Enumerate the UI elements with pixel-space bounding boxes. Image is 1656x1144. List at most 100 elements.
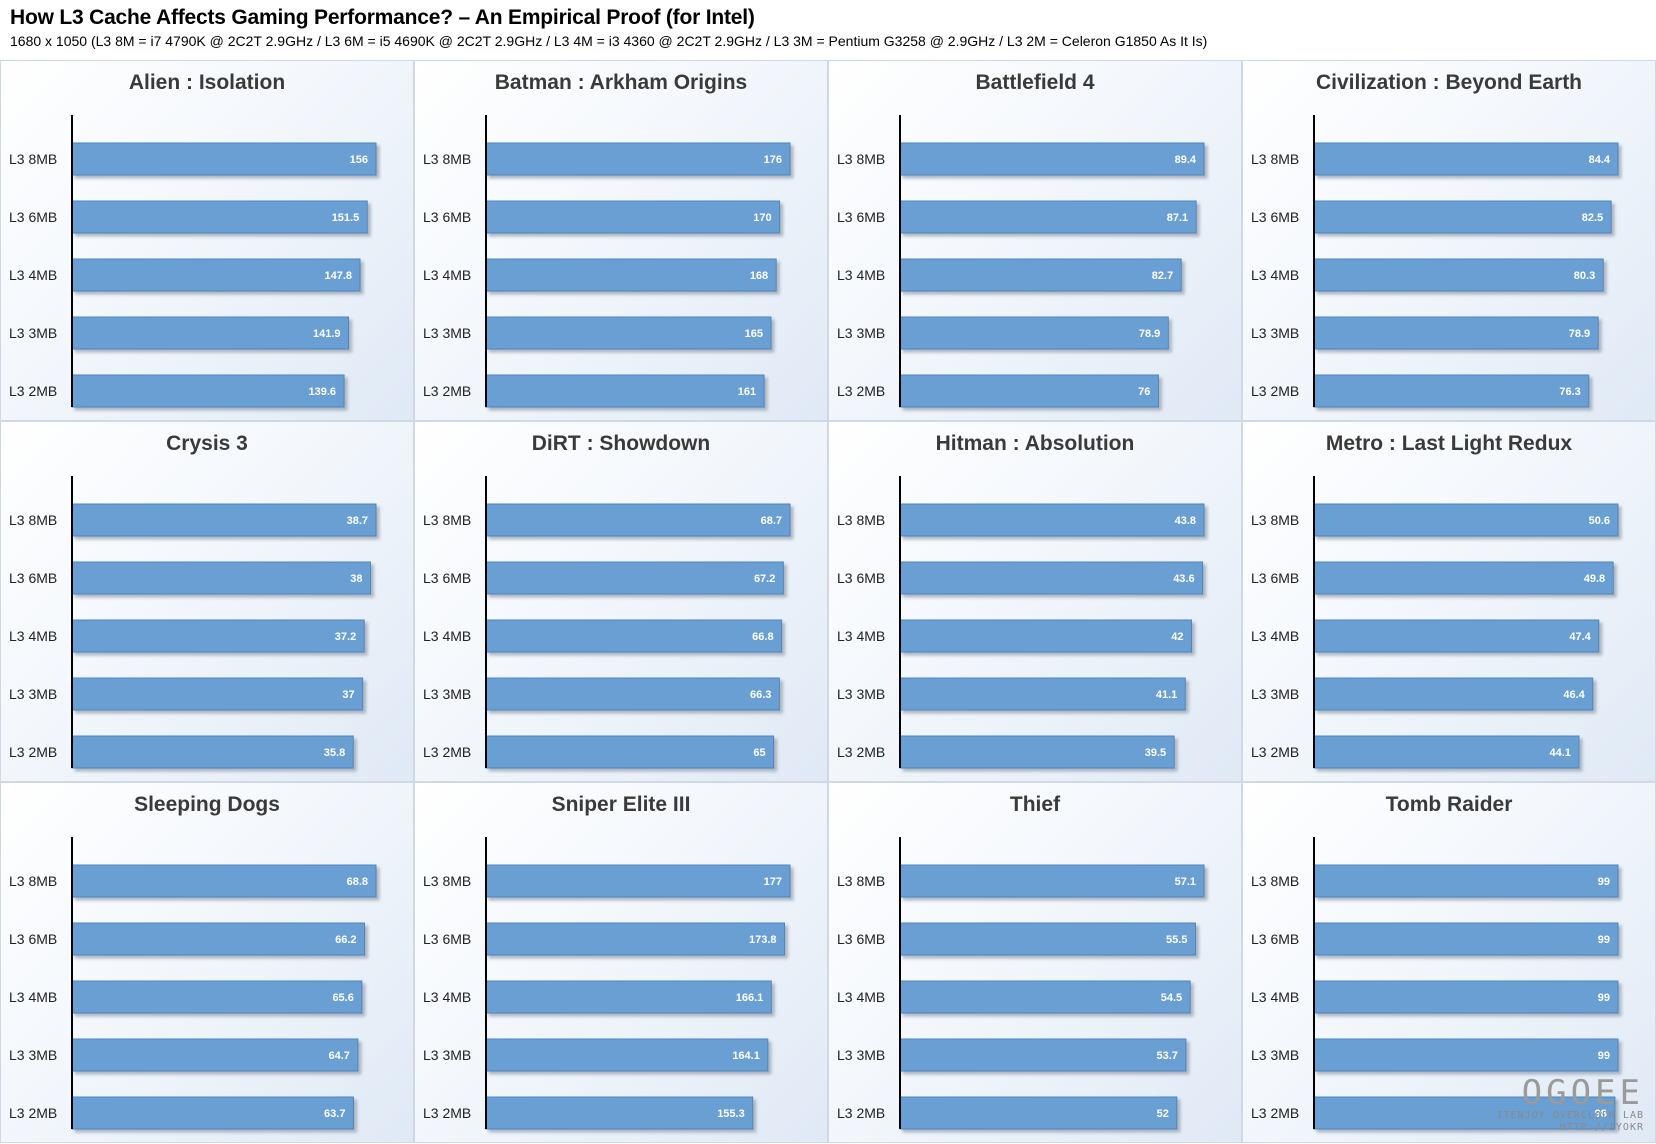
value-label: 78.9 (1569, 328, 1590, 340)
category-label: L3 4MB (1251, 267, 1299, 283)
chart-panel: Metro : Last Light Redux L3 8MB 50.6 L3 6MB… (1242, 421, 1656, 782)
bar (485, 980, 772, 1014)
value-label: 50.6 (1589, 515, 1610, 527)
bar (899, 1038, 1187, 1072)
watermark-logo-text: OGOEE (1521, 1073, 1644, 1113)
panel-title: Battlefield 4 (975, 71, 1095, 94)
value-label: 41.1 (1156, 689, 1177, 701)
bar (1313, 864, 1619, 898)
value-label: 99 (1598, 1050, 1610, 1062)
value-label: 68.8 (347, 876, 368, 888)
value-label: 151.5 (332, 212, 360, 224)
category-label: L3 4MB (423, 267, 471, 283)
category-label: L3 8MB (837, 151, 885, 167)
category-label: L3 6MB (837, 931, 885, 947)
value-label: 166.1 (736, 992, 764, 1004)
bar-chart-svg: L3 8MB 57.1 L3 6MB 55.5 L3 4MB 54.5 L3 3MB 53.7… (837, 837, 1205, 1130)
panel-title: Crysis 3 (166, 432, 248, 455)
category-label: L3 3MB (837, 686, 885, 702)
value-label: 37 (342, 689, 354, 701)
chart-panel: Alien : Isolation L3 8MB 156 L3 6MB 151.5 L3 … (0, 60, 414, 421)
panel-title: Civilization : Beyond Earth (1315, 71, 1583, 94)
bar (71, 142, 377, 176)
category-label: L3 4MB (9, 989, 57, 1005)
value-label: 44.1 (1550, 747, 1571, 759)
category-label: L3 8MB (837, 873, 885, 889)
value-label: 43.8 (1175, 515, 1196, 527)
value-label: 65.6 (332, 992, 353, 1004)
panel-title: DiRT : Showdown (531, 432, 711, 455)
bar (71, 922, 366, 956)
category-label: L3 6MB (423, 570, 471, 586)
bar (485, 735, 775, 769)
category-label: L3 4MB (1251, 628, 1299, 644)
bar (485, 619, 783, 653)
value-label: 66.3 (750, 689, 771, 701)
value-label: 89.4 (1175, 154, 1197, 166)
category-label: L3 3MB (423, 325, 471, 341)
watermark-line-1: ITENJOY OVERCLOCK LAB (1496, 1110, 1644, 1121)
bar-chart-svg: L3 8MB 84.4 L3 6MB 82.5 L3 4MB 80.3 L3 3MB 78.9… (1251, 115, 1619, 408)
value-label: 161 (738, 386, 756, 398)
category-label: L3 3MB (9, 686, 57, 702)
value-label: 37.2 (335, 631, 356, 643)
panel-title: Thief (1009, 793, 1061, 816)
bar-chart-svg: L3 8MB 156 L3 6MB 151.5 L3 4MB 147.8 L3 3MB 141… (9, 115, 377, 408)
category-label: L3 8MB (423, 151, 471, 167)
value-label: 54.5 (1161, 992, 1182, 1004)
bar (1313, 1038, 1619, 1072)
chart-panel: Sniper Elite III L3 8MB 177 L3 6MB 173.8 L3 4… (414, 782, 828, 1143)
bar (71, 677, 364, 711)
chart-panel: DiRT : Showdown L3 8MB 68.7 L3 6MB 67.2 L3 4M… (414, 421, 828, 782)
value-label: 164.1 (732, 1050, 760, 1062)
bar (899, 258, 1182, 292)
value-label: 173.8 (749, 934, 777, 946)
category-label: L3 2MB (423, 383, 471, 399)
bar (899, 316, 1169, 350)
category-label: L3 6MB (9, 570, 57, 586)
bar (899, 142, 1205, 176)
chart-title: How L3 Cache Affects Gaming Performance?… (10, 6, 755, 29)
value-label: 64.7 (328, 1050, 349, 1062)
category-label: L3 8MB (1251, 873, 1299, 889)
category-label: L3 4MB (9, 267, 57, 283)
bar (899, 735, 1175, 769)
category-label: L3 3MB (1251, 1047, 1299, 1063)
chart-panel: Sleeping Dogs L3 8MB 68.8 L3 6MB 66.2 L3 4MB 6… (0, 782, 414, 1143)
value-label: 156 (350, 154, 368, 166)
bar (1313, 316, 1599, 350)
value-label: 170 (753, 212, 771, 224)
watermark-logo: OGOEE ITENJOY OVERCLOCK LAB HTTP://IYOKR (1497, 1076, 1644, 1134)
category-label: L3 6MB (423, 209, 471, 225)
value-label: 38.7 (347, 515, 368, 527)
bar (899, 374, 1159, 408)
category-label: L3 4MB (423, 989, 471, 1005)
bar (71, 864, 377, 898)
category-label: L3 2MB (837, 383, 885, 399)
category-label: L3 2MB (1251, 1105, 1299, 1121)
bar (71, 980, 363, 1014)
value-label: 39.5 (1145, 747, 1166, 759)
category-label: L3 8MB (423, 512, 471, 528)
bar (485, 1096, 754, 1130)
chart-header: How L3 Cache Affects Gaming Performance?… (10, 6, 1646, 49)
value-label: 155.3 (717, 1108, 745, 1120)
value-label: 176 (764, 154, 782, 166)
value-label: 87.1 (1167, 212, 1188, 224)
category-label: L3 8MB (423, 873, 471, 889)
bar (485, 864, 791, 898)
value-label: 76.3 (1559, 386, 1580, 398)
value-label: 52 (1157, 1108, 1169, 1120)
value-label: 43.6 (1173, 573, 1194, 585)
value-label: 78.9 (1139, 328, 1160, 340)
chart-panel: Battlefield 4 L3 8MB 89.4 L3 6MB 87.1 L3 4MB 8… (828, 60, 1242, 421)
category-label: L3 4MB (837, 628, 885, 644)
bar (485, 200, 781, 234)
bar (1313, 677, 1594, 711)
bar-chart-svg: L3 8MB 68.8 L3 6MB 66.2 L3 4MB 65.6 L3 3MB 64.7… (9, 837, 377, 1130)
value-label: 82.5 (1582, 212, 1603, 224)
category-label: L3 4MB (837, 267, 885, 283)
bar (1313, 503, 1619, 537)
category-label: L3 2MB (1251, 744, 1299, 760)
category-label: L3 3MB (1251, 686, 1299, 702)
